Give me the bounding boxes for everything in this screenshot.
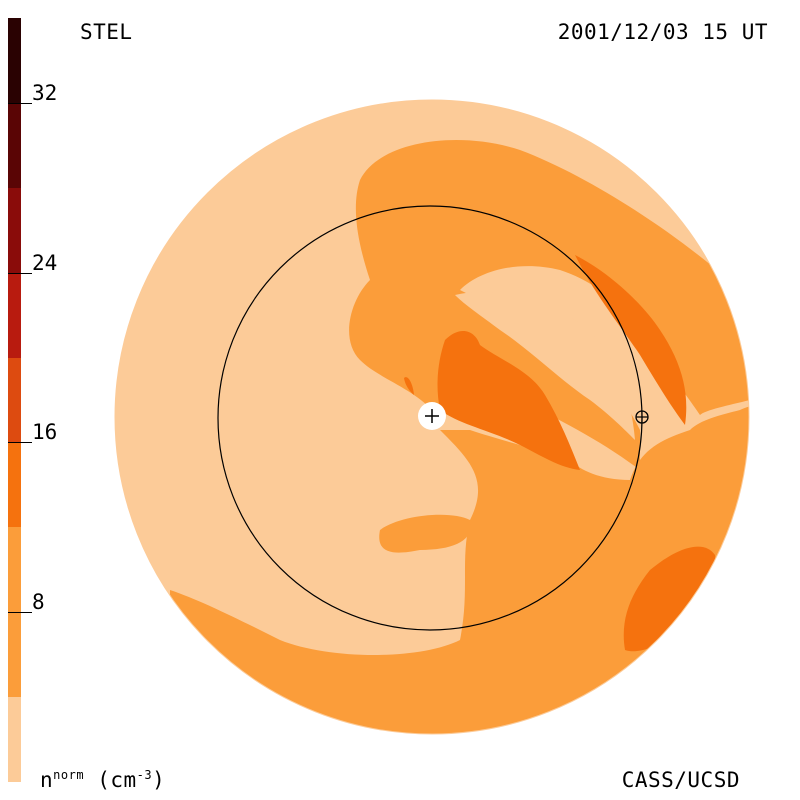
colorbar-tick-8 (8, 612, 32, 614)
colorbar-tick-16 (8, 442, 32, 444)
colorbar-segment-0 (8, 697, 21, 782)
title-label: STEL (80, 20, 133, 44)
disk-outline (114, 99, 750, 735)
colorbar-segment-4 (8, 272, 21, 358)
colorbar-segment-7 (8, 18, 21, 103)
unit-close: ) (152, 768, 166, 792)
colorbar-tick-label-24: 24 (32, 250, 58, 275)
colorbar-segment-6 (8, 102, 21, 188)
density-region-blob (379, 514, 471, 553)
unit-exp: -3 (136, 768, 153, 782)
colorbar-segment-3 (8, 357, 21, 443)
sun-marker (418, 402, 446, 430)
credit-label: CASS/UCSD (621, 768, 740, 792)
density-region-spot (404, 377, 414, 395)
unit-sup: norm (53, 768, 85, 782)
density-region-core (437, 330, 580, 470)
colorbar-tick-24 (8, 272, 32, 274)
colorbar-tick-label-32: 32 (32, 80, 58, 105)
colorbar-tick-label-8: 8 (32, 590, 45, 615)
colorbar-tick-32 (8, 102, 32, 104)
colorbar-segment-5 (8, 187, 21, 273)
unit-paren: (cm (97, 768, 137, 792)
unit-base: n (40, 768, 54, 792)
density-region-streak (575, 255, 687, 425)
colorbar-tick-label-16: 16 (32, 420, 58, 445)
colorbar-unit-label: nnorm (cm-3) (40, 768, 165, 792)
density-region-lobe (623, 546, 716, 652)
colorbar-segment-2 (8, 442, 21, 528)
earth-marker (635, 410, 649, 424)
timestamp-label: 2001/12/03 15 UT (557, 20, 768, 44)
density-region-gap (455, 291, 635, 440)
colorbar-segment-1 (8, 527, 21, 698)
